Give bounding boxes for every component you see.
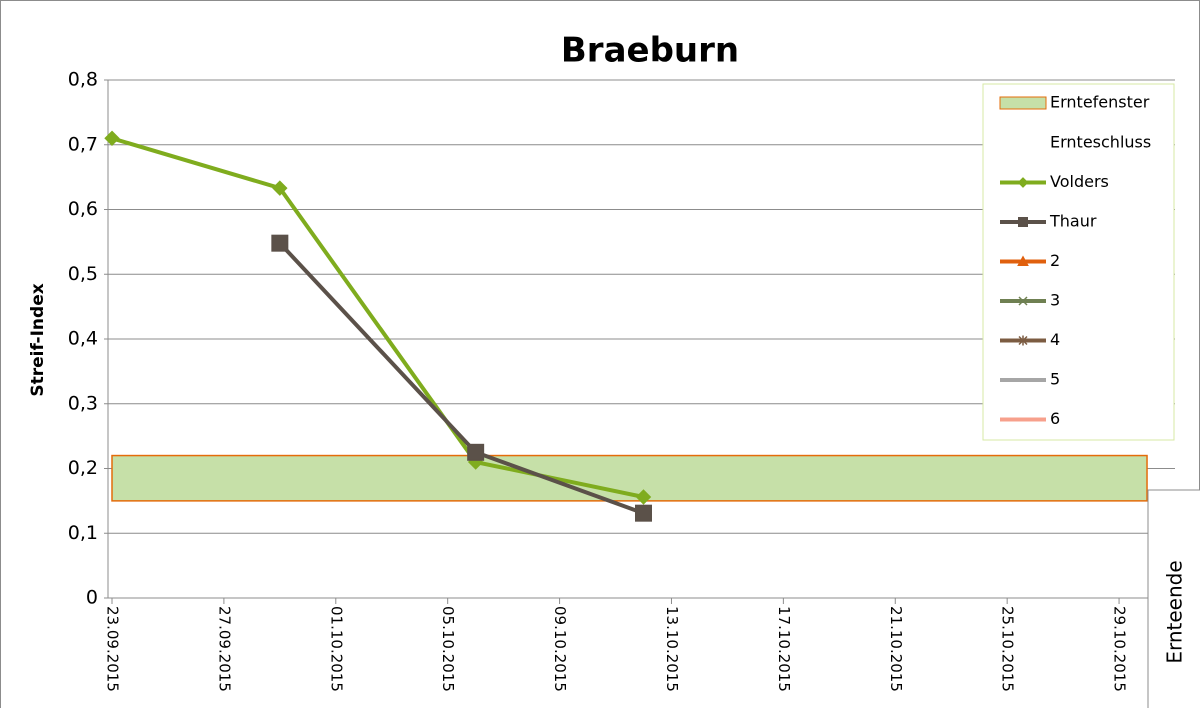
legend-marker [1018, 296, 1028, 306]
data-point [104, 130, 120, 146]
x-tick-label: 27.09.2015 [215, 606, 233, 692]
legend-marker [1017, 255, 1029, 266]
legend-label: 3 [1050, 291, 1060, 310]
x-tick-label: 25.10.2015 [999, 606, 1017, 692]
x-tick-label: 01.10.2015 [327, 606, 345, 692]
legend-label: Volders [1050, 172, 1109, 191]
data-point [272, 180, 288, 196]
y-tick-label: 0,6 [68, 198, 98, 220]
legend-label: 2 [1050, 251, 1060, 270]
legend-marker [1017, 177, 1029, 188]
legend-marker [1018, 335, 1028, 346]
legend-marker [1018, 217, 1028, 227]
x-tick-label: 13.10.2015 [663, 606, 681, 692]
annotation: Ernteende [1163, 560, 1187, 663]
legend-label: 6 [1050, 409, 1060, 428]
y-tick-label: 0 [86, 587, 98, 609]
x-tick-label: 23.09.2015 [104, 606, 122, 692]
y-tick-label: 0,5 [68, 263, 98, 285]
x-tick-label: 17.10.2015 [775, 606, 793, 692]
chart-title: Braeburn [561, 31, 739, 71]
legend-label: 4 [1050, 330, 1060, 349]
legend-swatch [999, 96, 1047, 110]
y-axis-label: Streif-Index [28, 283, 48, 396]
x-tick-label: 09.10.2015 [551, 606, 569, 692]
y-tick-label: 0,3 [68, 392, 98, 414]
y-tick-label: 0,2 [68, 457, 98, 479]
y-tick-label: 0,4 [68, 328, 98, 350]
y-tick-label: 0,7 [68, 133, 98, 155]
legend-label: Thaur [1049, 212, 1097, 231]
data-point [635, 504, 652, 522]
legend-label: Ernteschluss [1050, 133, 1151, 152]
plot-area: 0 0,1 0,2 0,3 0,4 0,5 0,6 0,7 0,8 23.09.2015 27.09… [68, 69, 1175, 692]
data-point [635, 489, 652, 505]
y-tick-label: 0,1 [68, 522, 98, 544]
x-tick-label: 21.10.2015 [887, 606, 905, 692]
annotation-box [1147, 489, 1200, 708]
y-tick-label: 0,8 [68, 69, 98, 91]
legend-label: 5 [1050, 370, 1060, 389]
x-tick-label: 29.10.2015 [1111, 606, 1129, 692]
data-point [467, 443, 485, 461]
x-tick-label: 05.10.2015 [439, 606, 457, 692]
data-point [271, 234, 289, 252]
series-line [111, 136, 644, 499]
legend-label: Erntefenster [1050, 93, 1150, 112]
legend-entries: Erntefenster Ernteschluss Volders Thaur 2 3 4 5… [999, 93, 1151, 428]
